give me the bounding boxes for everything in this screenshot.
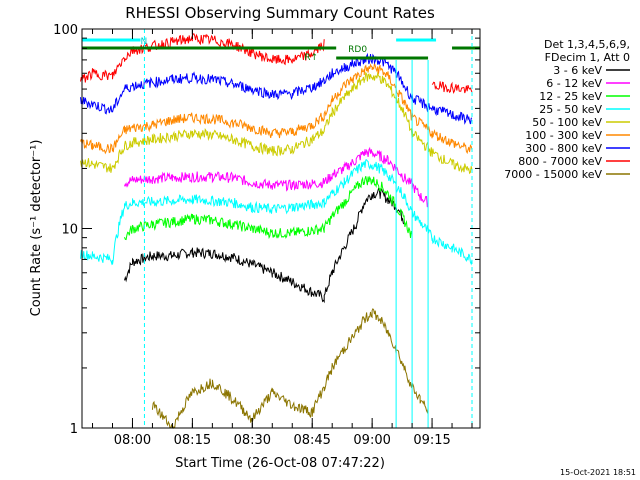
- series-line-1-part-1: [124, 187, 405, 304]
- legend: Det 1,3,4,5,6,9,FDecim 1, Att 03 - 6 keV…: [504, 38, 630, 181]
- y-axis-label: Count Rate (s⁻¹ detector⁻¹): [29, 140, 44, 317]
- legend-label-2: 6 - 12 keV: [546, 77, 602, 90]
- legend-label-5: 50 - 100 keV: [532, 116, 602, 129]
- timestamp: 15-Oct-2021 18:51: [560, 468, 636, 477]
- y-tick-label-2: 10: [61, 223, 78, 238]
- chart-title: RHESSI Observing Summary Count Rates: [125, 4, 435, 22]
- legend-label-7: 300 - 800 keV: [525, 142, 602, 155]
- legend-header-1: Det 1,3,4,5,6,9,: [544, 38, 630, 51]
- legend-header-2: FDecim 1, Att 0: [545, 51, 630, 64]
- x-tick-label-5: 09:00: [353, 433, 390, 448]
- x-tick-label-4: 08:45: [293, 433, 330, 448]
- series-line-9-part-1: [151, 307, 429, 430]
- x-tick-label-6: 09:15: [413, 433, 450, 448]
- x-axis: 08:00 08:15 08:30 08:45 09:00 09:15: [92, 29, 473, 448]
- x-tick-label-2: 08:15: [174, 433, 211, 448]
- legend-label-6: 100 - 300 keV: [525, 129, 602, 142]
- annotation-label-2: RD0: [348, 45, 367, 55]
- legend-label-4: 25 - 50 keV: [539, 103, 602, 116]
- legend-label-8: 800 - 7000 keV: [518, 155, 602, 168]
- legend-label-1: 3 - 6 keV: [553, 64, 602, 77]
- legend-label-9: 7000 - 15000 keV: [504, 168, 602, 181]
- y-axis: 1 10 100: [53, 23, 480, 437]
- annotation-label-1: N: [140, 37, 147, 47]
- annotation-layer: N RD0 R↑: [82, 29, 480, 428]
- series-line-2-part-1: [124, 146, 429, 208]
- x-tick-label-3: 08:30: [234, 433, 271, 448]
- x-axis-label: Start Time (26-Oct-08 07:47:22): [175, 456, 385, 471]
- series-line-4-part-1: [80, 159, 473, 266]
- series-line-3-part-1: [124, 175, 413, 241]
- y-tick-label-3: 100: [53, 23, 78, 38]
- series-line-6-part-1: [80, 63, 473, 155]
- annotation-label-3: R↑: [304, 53, 318, 63]
- series-line-8-part-2: [431, 81, 473, 95]
- y-tick-label-1: 1: [70, 422, 78, 437]
- series-line-7-part-1: [80, 52, 473, 125]
- series-layer: [80, 33, 473, 430]
- legend-label-3: 12 - 25 keV: [539, 90, 602, 103]
- series-line-5-part-1: [80, 71, 473, 175]
- x-tick-label-1: 08:00: [114, 433, 151, 448]
- series-line-8-part-1: [80, 33, 325, 83]
